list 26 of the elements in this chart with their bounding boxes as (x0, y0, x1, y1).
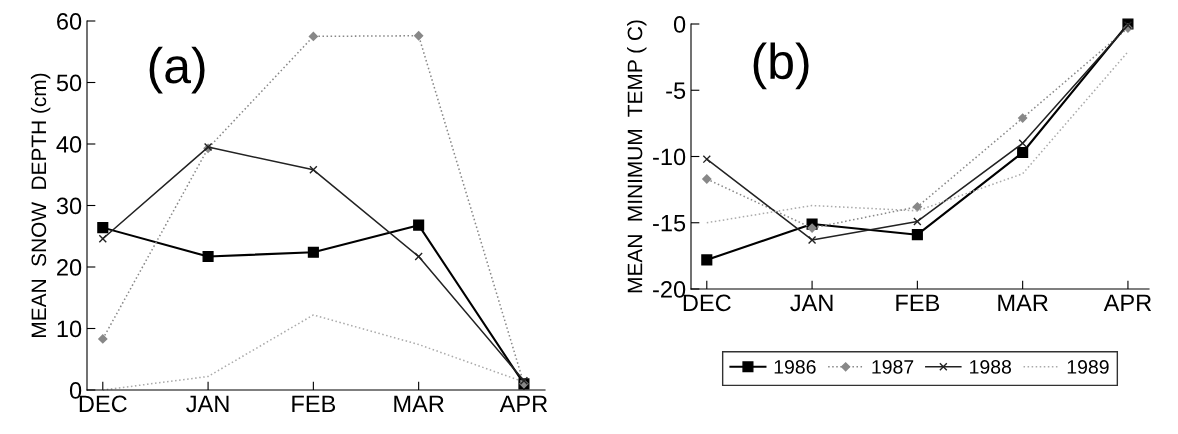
legend-label: 1988 (970, 360, 1012, 374)
legend-label: 1987 (872, 360, 914, 374)
x-tick-label: JAN (790, 294, 833, 312)
annotation: (a) (149, 46, 205, 94)
x-tick-label: APR (1103, 294, 1152, 311)
x-tick-label: MAR (394, 395, 444, 412)
legend-label: 1989 (1067, 360, 1109, 374)
y-tick-label: -5 (666, 82, 686, 100)
x-tick-label: MAR (998, 294, 1048, 311)
y-tick-label: 60 (57, 13, 82, 30)
y-tick-label: -10 (653, 148, 686, 166)
y-axis-title: MEAN MINIMUM TEMP ( C) (627, 20, 647, 293)
y-tick-label: -15 (653, 215, 686, 232)
x-tick-label: JAN (186, 395, 229, 413)
x-tick-label: APR (499, 395, 548, 412)
annotation: (b) (753, 42, 809, 90)
y-tick-label: 10 (57, 320, 82, 338)
y-tick-label: 20 (57, 259, 82, 276)
y-tick-label: 50 (56, 74, 82, 92)
legend-label: 1986 (774, 360, 816, 374)
y-tick-label: 30 (56, 197, 82, 215)
y-tick-label: 40 (56, 136, 82, 153)
y-axis-title: MEAN SNOW DEPTH (cm) (30, 73, 51, 337)
x-tick-label: FEB (292, 395, 336, 412)
y-tick-label: 0 (673, 16, 686, 33)
x-tick-label: FEB (896, 294, 940, 311)
